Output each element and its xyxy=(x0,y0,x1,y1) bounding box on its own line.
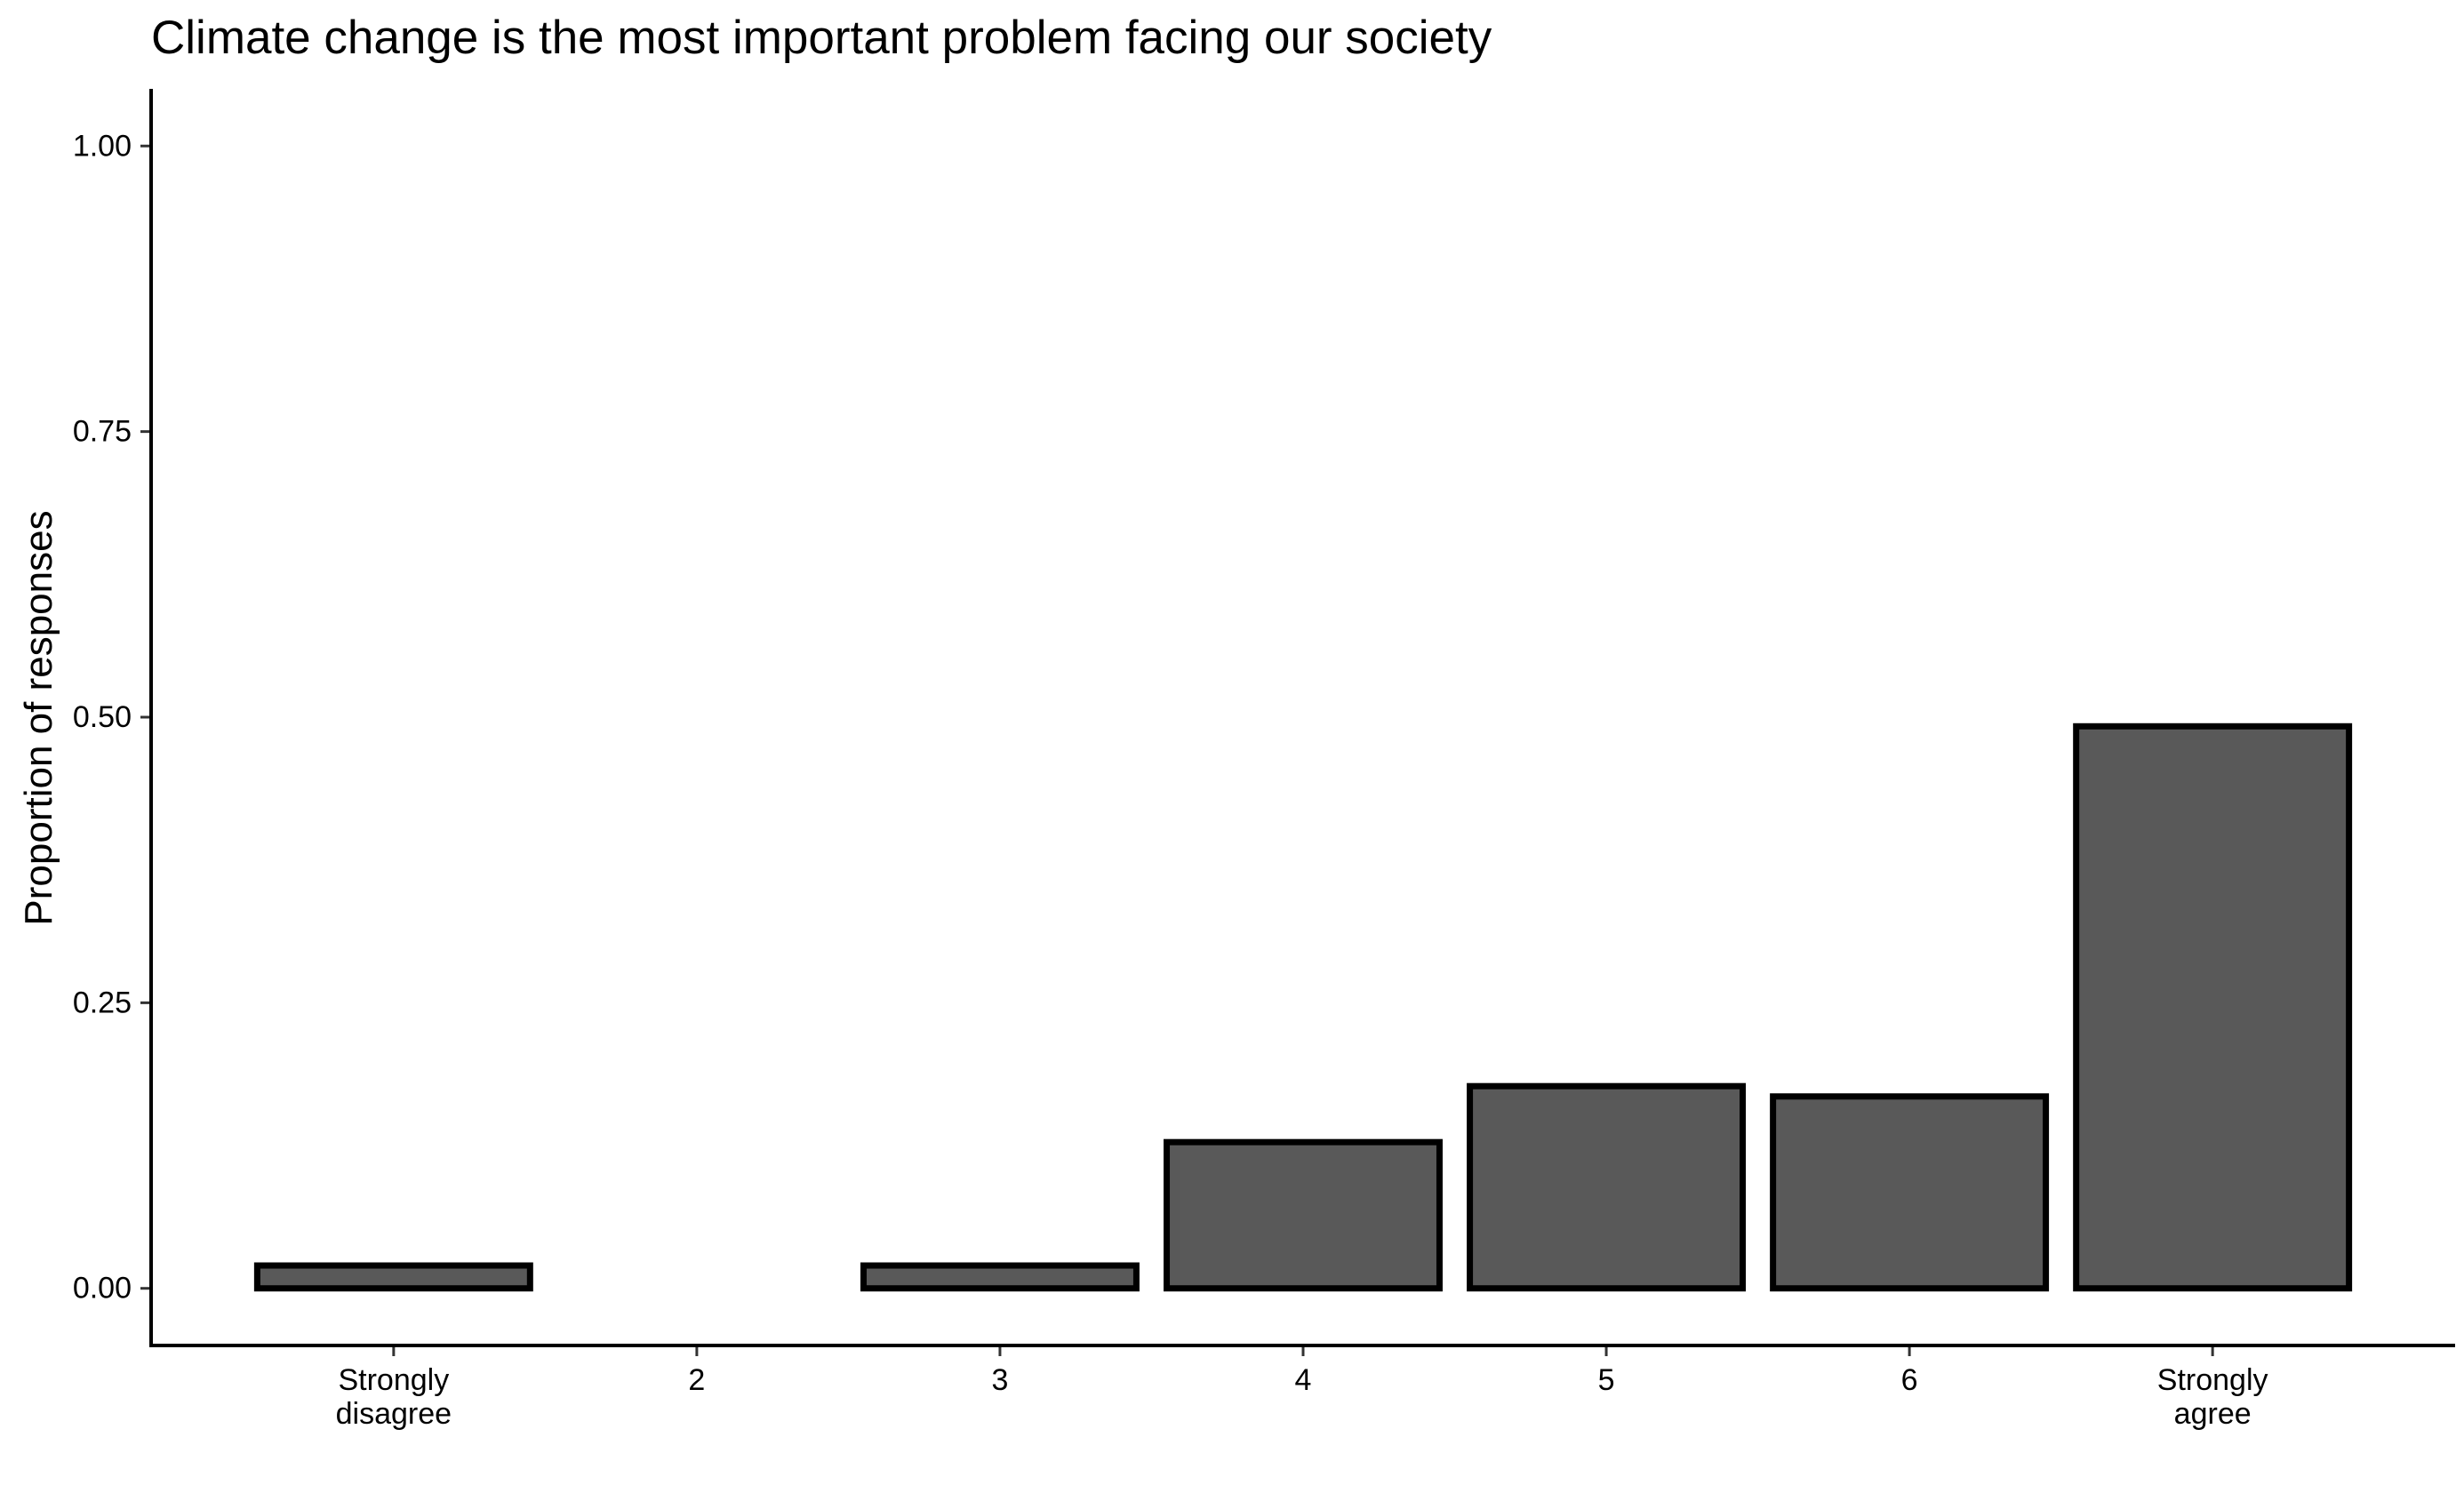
x-tick-label: Strongly agree xyxy=(2157,1363,2268,1431)
y-tick-label: 0.50 xyxy=(73,700,132,734)
bar-0 xyxy=(253,1262,533,1292)
bar-3 xyxy=(1164,1138,1443,1292)
y-tick-label: 1.00 xyxy=(73,129,132,163)
x-axis-ticks: Strongly disagree 2 3 4 5 6 Strongly agree xyxy=(336,1345,2268,1431)
x-tick-label: Strongly disagree xyxy=(336,1363,452,1431)
y-tick-label: 0.25 xyxy=(73,986,132,1019)
chart-title: Climate change is the most important pro… xyxy=(151,12,1492,64)
x-tick-label: 4 xyxy=(1295,1363,1312,1397)
bar-4 xyxy=(1467,1082,1747,1292)
y-tick-label: 0.00 xyxy=(73,1272,132,1305)
y-axis-label: Proportion of responses xyxy=(17,510,60,925)
x-tick-label: 2 xyxy=(688,1363,705,1397)
bar-5 xyxy=(1770,1093,2050,1292)
x-tick-label: 6 xyxy=(1901,1363,1918,1397)
x-tick-label: 3 xyxy=(991,1363,1008,1397)
y-tick-label: 0.75 xyxy=(73,415,132,449)
bars xyxy=(253,723,2353,1292)
y-axis-ticks: 0.00 0.25 0.50 0.75 1.00 xyxy=(73,129,151,1305)
bar-6 xyxy=(2073,723,2353,1292)
x-tick-label: 5 xyxy=(1598,1363,1615,1397)
bar-2 xyxy=(860,1262,1140,1292)
